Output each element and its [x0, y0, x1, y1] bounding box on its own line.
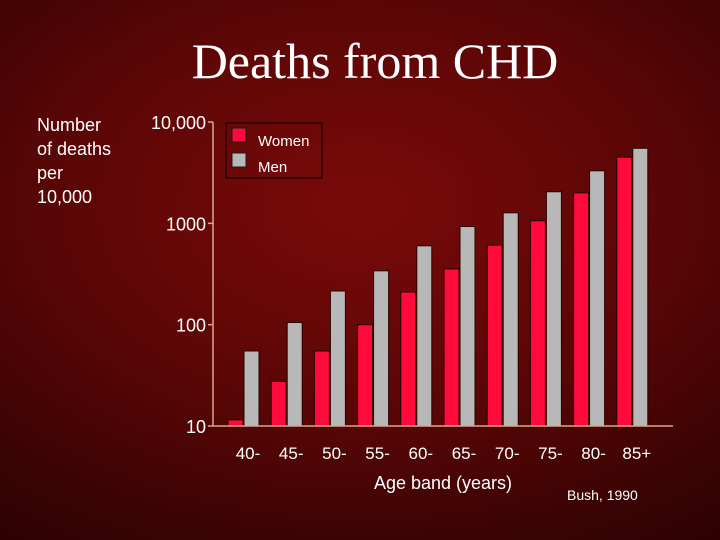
bar-men-9	[589, 170, 606, 427]
legend: Women Men	[225, 122, 323, 179]
legend-box	[225, 122, 323, 179]
y-axis-label-line: Number	[37, 115, 102, 135]
y-tick-label: 10,000	[151, 113, 206, 133]
bar-women-3	[313, 350, 330, 427]
bar-women-6	[443, 268, 460, 427]
bar-men-6	[459, 226, 476, 427]
bar-men-3	[329, 290, 346, 427]
y-axis-label-line: of deaths	[37, 139, 112, 159]
y-ticks-group: 10,000 1000 100 10	[151, 113, 213, 437]
legend-swatch-women	[231, 127, 247, 143]
y-axis-label: Number of deaths per 10,000	[37, 113, 167, 209]
bar-women-2	[270, 380, 287, 427]
legend-swatch-men	[231, 152, 247, 168]
y-axis-label-line: per	[37, 163, 64, 183]
bar-women-4	[357, 324, 374, 427]
x-tick-label: 40-	[236, 444, 261, 463]
bar-women-9	[573, 192, 590, 427]
x-ticks-group: 40- 45- 50- 55- 60- 65- 70- 75- 80- 85+	[236, 444, 652, 463]
bar-women-1	[227, 419, 244, 427]
bar-men-5	[416, 245, 433, 427]
x-tick-label: 75-	[538, 444, 563, 463]
bar-men-10	[632, 147, 649, 427]
x-axis-label: Age band (years)	[374, 473, 512, 493]
bar-women-8	[529, 220, 546, 427]
x-tick-label: 60-	[409, 444, 434, 463]
x-tick-label: 50-	[322, 444, 347, 463]
x-tick-label: 70-	[495, 444, 520, 463]
y-axis-label-line: 10,000	[37, 187, 93, 207]
source-citation: Bush, 1990	[567, 487, 638, 503]
y-tick-label: 1000	[166, 214, 206, 234]
bar-men-4	[373, 270, 390, 427]
bar-men-2	[286, 322, 303, 427]
y-tick-label: 100	[176, 316, 206, 336]
bar-men-7	[502, 212, 519, 427]
x-tick-label: 85+	[622, 444, 651, 463]
bar-women-10	[616, 156, 633, 427]
x-tick-label: 65-	[452, 444, 477, 463]
bars-group	[227, 147, 649, 427]
legend-label-women: Women	[258, 133, 309, 150]
bar-women-7	[486, 244, 503, 427]
x-tick-label: 80-	[581, 444, 606, 463]
legend-label-men: Men	[258, 159, 287, 176]
bar-men-8	[545, 191, 562, 427]
x-tick-label: 45-	[279, 444, 304, 463]
x-tick-label: 55-	[365, 444, 390, 463]
chart-title: Deaths from CHD	[191, 33, 559, 89]
y-tick-label: 10	[186, 417, 206, 437]
bar-men-1	[243, 350, 260, 427]
bar-women-5	[400, 291, 417, 427]
